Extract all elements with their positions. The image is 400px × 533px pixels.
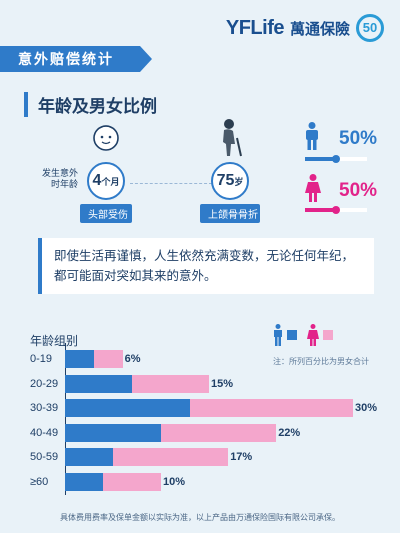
bar-value-label: 10%	[162, 475, 186, 488]
bar-male	[65, 423, 161, 442]
bar-row-0: 0-19 6%	[30, 350, 141, 368]
legend-male-icon	[274, 324, 282, 346]
bar-female	[113, 448, 229, 466]
age-unit: 岁	[234, 176, 244, 187]
chart-legend	[273, 324, 333, 346]
bar-category-label: 40-49	[30, 426, 59, 439]
bar-category-label: 50-59	[30, 451, 59, 463]
quote-box: 即使生活再谨慎，人生依然充满变数，无论任何年纪，都可能面对突如其来的意外。	[38, 238, 374, 294]
legend-female-swatch	[323, 330, 333, 340]
bar-female	[189, 399, 353, 417]
bar-female	[132, 374, 209, 393]
bar-male	[65, 399, 190, 417]
bar-female	[93, 350, 123, 368]
male-icon	[306, 122, 318, 150]
bar-male	[65, 448, 113, 466]
legend-female-icon	[307, 324, 319, 346]
age-label: 发生意外时年龄	[41, 168, 78, 189]
logo-cn-text: 萬通保險	[289, 20, 350, 38]
female-ratio-dot	[332, 206, 340, 214]
logo-brand-text: YFLife	[225, 16, 285, 39]
legend-male-swatch	[287, 330, 297, 340]
bar-male	[65, 374, 133, 393]
bar-stack	[65, 374, 209, 393]
male-ratio-dot	[332, 155, 340, 163]
female-ratio-bar	[305, 206, 367, 214]
bar-stack	[65, 399, 353, 417]
bar-category-label: 0-19	[30, 353, 53, 365]
male-ratio-bar	[305, 155, 367, 163]
bar-stack	[65, 423, 277, 442]
bar-female	[161, 423, 277, 442]
age-value: 4	[92, 172, 102, 189]
elderly-icon	[223, 119, 242, 157]
bar-category-label: 20-29	[30, 377, 59, 390]
gender-male-row: 50%	[305, 122, 377, 150]
connector-line	[130, 183, 212, 184]
bar-value-label: 6%	[124, 353, 141, 365]
bar-value-label: 22%	[278, 426, 301, 439]
brand-logo: YFLife 萬通保險 50	[226, 14, 384, 42]
age-block-elderly: 75 岁 上颌骨骨折	[200, 118, 260, 223]
bar-row-2: 30-39 30%	[30, 399, 377, 417]
bar-category-label: 30-39	[30, 402, 59, 414]
bar-male	[65, 472, 104, 491]
bar-value-label: 15%	[210, 377, 234, 390]
age-block-infant: 4 个月 头部受伤	[80, 118, 132, 223]
male-percent: 50%	[339, 128, 378, 149]
age-caption: 头部受伤	[80, 204, 132, 223]
bar-stack	[65, 448, 229, 466]
baby-icon	[93, 125, 119, 151]
bar-stack	[65, 472, 161, 491]
female-icon	[305, 174, 321, 202]
bar-category-label: ≥60	[30, 475, 49, 488]
chart-title: 年龄组别	[30, 334, 79, 348]
gender-female-row: 50%	[305, 174, 377, 202]
bar-row-5: ≥60 10%	[30, 472, 186, 491]
age-circle-elderly: 75 岁	[211, 162, 249, 200]
bar-row-1: 20-29 15%	[30, 374, 234, 393]
bar-female	[103, 472, 161, 491]
chart-axis	[65, 343, 66, 495]
footer-disclaimer: 具体费用费率及保单金额以实际为准，以上产品由万通保险国际有限公司承保。	[60, 513, 340, 522]
bar-value-label: 17%	[230, 451, 253, 463]
section-title: 意外赔偿统计	[0, 46, 152, 72]
age-value: 75	[216, 172, 235, 189]
bar-row-3: 40-49 22%	[30, 423, 301, 442]
bar-male	[65, 350, 94, 368]
subheading: 年龄及男女比例	[24, 92, 157, 117]
chart-note: 注：所列百分比为男女合计	[273, 357, 369, 366]
anniversary-badge-icon: 50	[356, 14, 384, 42]
bar-stack	[65, 350, 123, 368]
bar-value-label: 30%	[354, 402, 378, 414]
female-ratio-fill	[305, 208, 336, 212]
age-unit: 个月	[101, 176, 120, 187]
age-caption: 上颌骨骨折	[200, 204, 260, 223]
bar-row-4: 50-59 17%	[30, 448, 252, 466]
male-ratio-fill	[305, 157, 336, 161]
age-circle-infant: 4 个月	[87, 162, 125, 200]
female-percent: 50%	[339, 180, 378, 201]
